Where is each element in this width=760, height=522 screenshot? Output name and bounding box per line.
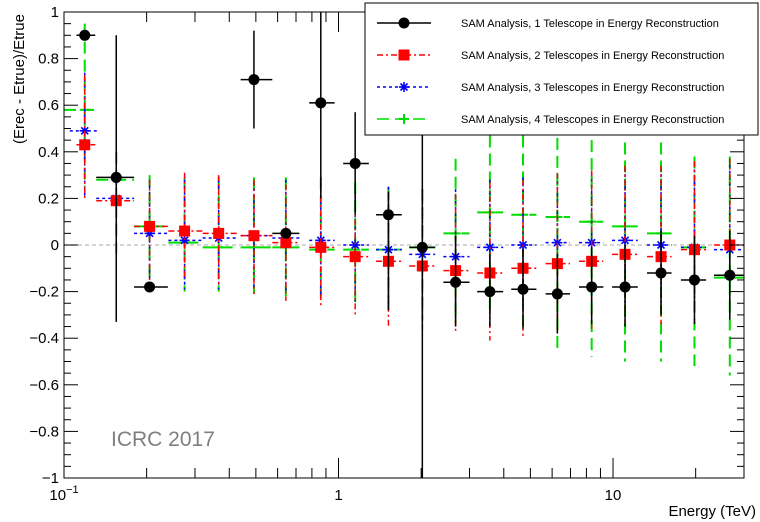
y-tick-label: −0.2 <box>29 284 59 301</box>
x-tick-label: 10 <box>605 487 622 504</box>
data-point-square <box>315 241 327 253</box>
data-point-square <box>398 49 410 61</box>
series-1 <box>76 12 744 478</box>
y-tick-label: 0.8 <box>38 51 59 68</box>
data-point-circle <box>79 29 91 41</box>
star-stroke <box>80 126 89 135</box>
axes-layer: 1 0.8 0.6 0.4 0.2 0 −0.2 −0.4 −0.6 −0.8 −110−1 1 10 <box>29 4 745 504</box>
star-stroke <box>553 238 562 247</box>
legend: SAM Analysis, 1 Telescope in Energy Reco… <box>364 2 759 136</box>
legend-entry-2: SAM Analysis, 2 Telescopes in Energy Rec… <box>377 49 724 62</box>
data-point-square <box>144 220 156 232</box>
star-stroke <box>180 236 189 245</box>
data-point-circle <box>688 274 700 286</box>
data-point-circle <box>398 17 410 29</box>
data-point-star <box>350 240 361 250</box>
data-point-circle <box>110 171 122 183</box>
data-point-square <box>349 251 361 263</box>
icrc-annotation: ICRC 2017 <box>111 428 215 451</box>
y-tick-label: 1 <box>51 4 59 21</box>
data-point-circle <box>551 288 563 300</box>
data-point-circle <box>349 157 361 169</box>
y-tick-label: 0 <box>51 237 59 254</box>
y-tick-label: −0.8 <box>29 423 59 440</box>
star-stroke <box>399 82 409 92</box>
legend-label: SAM Analysis, 2 Telescopes in Energy Rec… <box>461 50 724 62</box>
y-tick-label: 0.6 <box>38 97 59 114</box>
data-point-circle <box>619 281 631 293</box>
legend-entry-4: SAM Analysis, 4 Telescopes in Energy Rec… <box>377 114 724 126</box>
star-stroke <box>351 240 360 250</box>
data-point-cross <box>399 114 409 124</box>
data-point-square <box>179 225 191 237</box>
data-point-square <box>280 237 292 249</box>
x-tick-label: 1 <box>334 487 342 504</box>
legend-label: SAM Analysis, 4 Telescopes in Energy Rec… <box>461 114 724 126</box>
data-point-circle <box>280 227 292 239</box>
y-axis-label: (Erec - Etrue)/Etrue <box>11 14 28 144</box>
data-point-circle <box>484 286 496 298</box>
legend-entry-3: SAM Analysis, 3 Telescopes in Energy Rec… <box>377 82 724 94</box>
x-tick-label: 10−1 <box>49 484 78 504</box>
data-point-circle <box>248 74 260 86</box>
data-point-square <box>248 230 260 242</box>
data-point-circle <box>382 209 394 221</box>
data-point-square <box>79 139 91 151</box>
legend-label: SAM Analysis, 3 Telescopes in Energy Rec… <box>461 82 724 94</box>
data-point-circle <box>655 267 667 279</box>
data-point-square <box>213 227 225 239</box>
x-axis-label: Energy (TeV) <box>668 503 756 520</box>
data-point-circle <box>517 283 529 295</box>
legend-box <box>364 2 759 136</box>
data-point-circle <box>586 281 598 293</box>
y-tick-label: 0.4 <box>38 144 59 161</box>
data-point-circle <box>450 276 462 288</box>
data-point-star <box>399 82 409 92</box>
data-point-circle <box>144 281 156 293</box>
y-tick-label: −0.4 <box>29 330 59 347</box>
y-tick-label: −0.6 <box>29 377 59 394</box>
data-point-circle <box>724 269 736 281</box>
y-tick-label: −1 <box>42 470 59 487</box>
y-tick-label: 0.2 <box>38 190 59 207</box>
data-point-circle <box>315 97 327 109</box>
legend-label: SAM Analysis, 1 Telescope in Energy Reco… <box>461 18 719 30</box>
data-point-circle <box>416 241 428 253</box>
series-layer <box>64 12 744 478</box>
legend-entry-1: SAM Analysis, 1 Telescope in Energy Reco… <box>377 17 719 30</box>
